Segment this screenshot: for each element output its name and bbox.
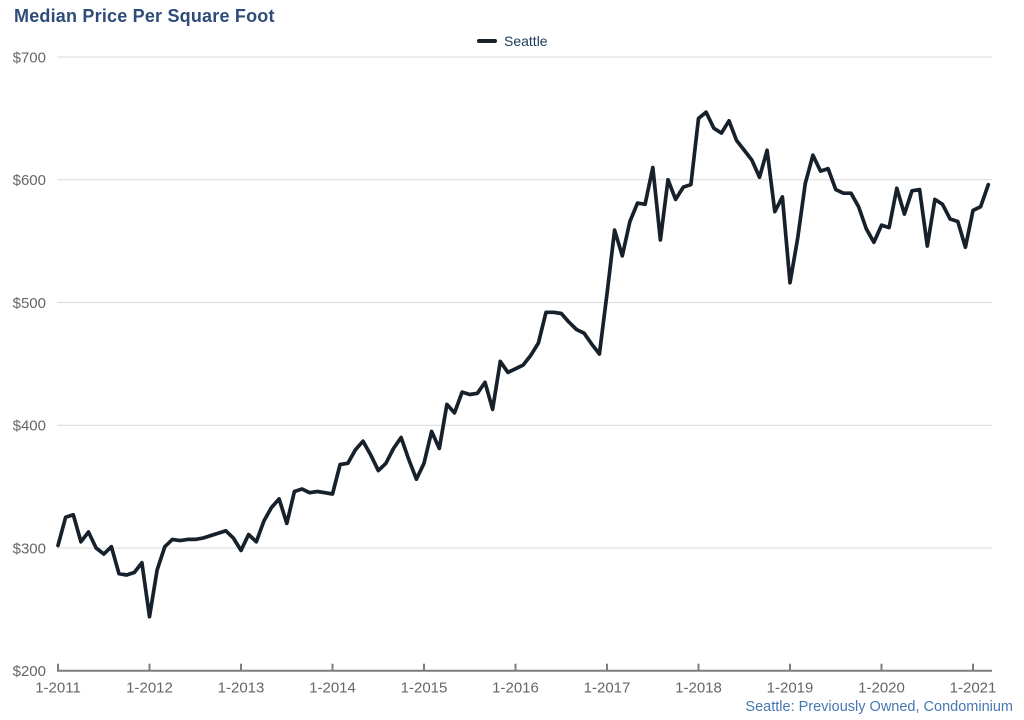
svg-text:1-2021: 1-2021 [950, 680, 997, 697]
svg-text:1-2013: 1-2013 [218, 680, 265, 697]
svg-text:1-2016: 1-2016 [492, 680, 539, 697]
svg-text:$300: $300 [13, 541, 46, 558]
svg-text:1-2012: 1-2012 [126, 680, 173, 697]
svg-text:1-2017: 1-2017 [584, 680, 631, 697]
svg-text:$400: $400 [13, 418, 46, 435]
svg-text:1-2018: 1-2018 [675, 680, 722, 697]
svg-text:1-2020: 1-2020 [858, 680, 905, 697]
source-footnote: Seattle: Previously Owned, Condominium [745, 699, 1013, 715]
legend-line-swatch-icon [477, 39, 497, 43]
svg-text:1-2014: 1-2014 [309, 680, 356, 697]
legend: Seattle [477, 33, 548, 49]
x-axis-labels: 1-2011 1-2012 1-2013 1-2014 1-2015 1-2016 1-20… [35, 680, 996, 697]
svg-text:1-2019: 1-2019 [767, 680, 814, 697]
y-axis-labels: $700 $600 $500 $400 $300 $200 [13, 50, 46, 681]
series-line-seattle [56, 110, 991, 619]
x-axis [57, 663, 992, 672]
svg-text:1-2015: 1-2015 [401, 680, 448, 697]
svg-text:$200: $200 [13, 663, 46, 680]
gridlines [57, 56, 992, 549]
legend-series-label: Seattle [504, 33, 548, 49]
svg-text:$700: $700 [13, 50, 46, 67]
svg-text:$600: $600 [13, 172, 46, 189]
chart-title: Median Price Per Square Foot [14, 6, 275, 26]
svg-text:1-2011: 1-2011 [35, 680, 81, 697]
svg-text:$500: $500 [13, 295, 46, 312]
